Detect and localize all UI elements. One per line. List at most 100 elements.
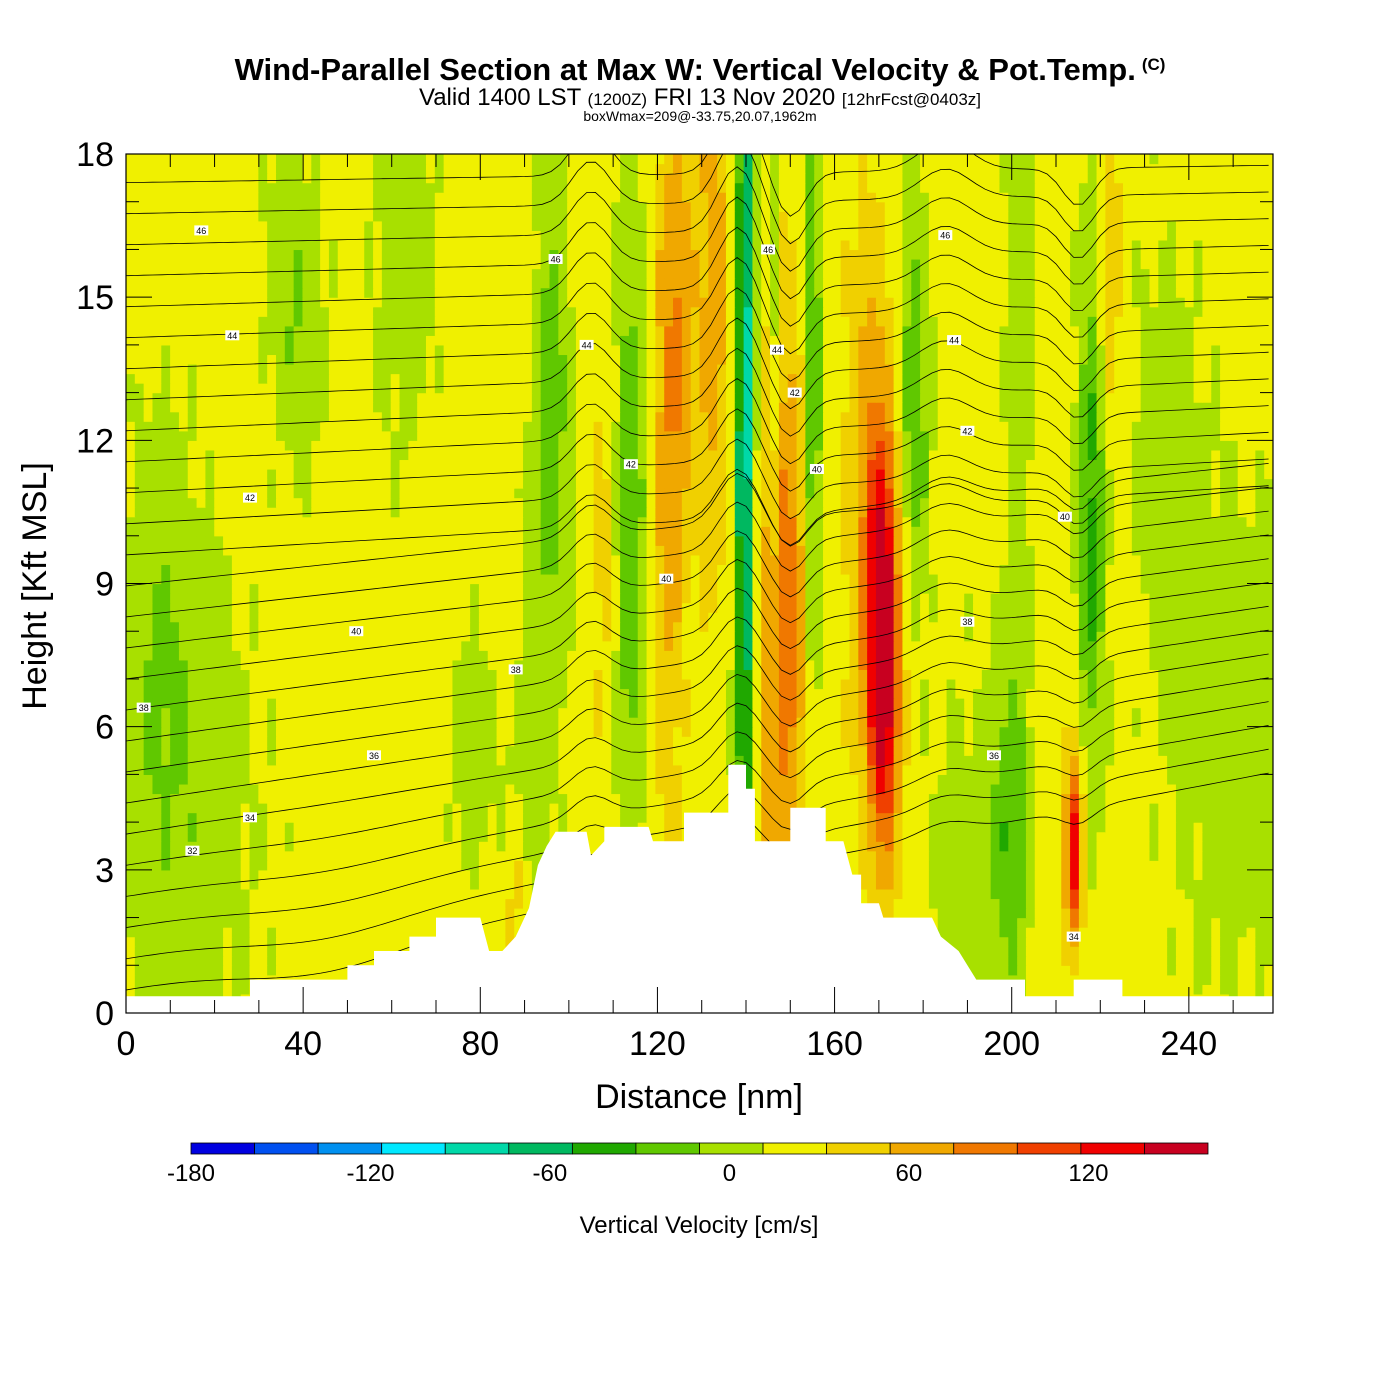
velocity-cell [575, 678, 586, 690]
velocity-cell [496, 698, 506, 709]
velocity-cell [1123, 736, 1133, 747]
velocity-cell [946, 908, 956, 919]
velocity-cell [1175, 793, 1186, 804]
velocity-cell [399, 659, 409, 670]
velocity-cell [875, 717, 886, 728]
velocity-cell [505, 812, 515, 823]
velocity-cell [187, 698, 198, 709]
velocity-cell [1246, 831, 1256, 842]
velocity-cell [258, 764, 268, 775]
velocity-cell [1228, 831, 1239, 842]
velocity-cell [399, 850, 409, 861]
velocity-cell [452, 678, 462, 690]
velocity-cell [699, 803, 709, 814]
velocity-cell [1078, 965, 1089, 976]
velocity-cell [805, 755, 815, 766]
velocity-cell [231, 736, 242, 747]
velocity-cell [955, 831, 965, 842]
velocity-cell [337, 946, 348, 957]
velocity-cell [126, 726, 136, 737]
velocity-cell [1175, 669, 1186, 680]
velocity-cell [275, 841, 286, 852]
velocity-cell [928, 707, 939, 718]
velocity-cell [558, 783, 568, 795]
velocity-cell [214, 745, 224, 756]
velocity-cell [602, 678, 612, 690]
velocity-cell [1220, 898, 1230, 909]
velocity-cell [1070, 755, 1080, 766]
velocity-cell [152, 898, 162, 909]
velocity-cell [205, 669, 215, 680]
velocity-cell [187, 803, 198, 814]
velocity-cell [443, 669, 454, 680]
velocity-cell [1220, 965, 1230, 976]
velocity-cell [381, 707, 392, 718]
velocity-cell [1123, 669, 1133, 680]
velocity-cell [1008, 659, 1018, 670]
velocity-cell [823, 698, 833, 709]
velocity-cell [955, 841, 965, 852]
velocity-cell [275, 688, 286, 699]
velocity-cell [328, 707, 339, 718]
velocity-cell [1211, 745, 1221, 756]
velocity-cell [655, 678, 665, 690]
velocity-cell [1167, 822, 1177, 833]
velocity-cell [1193, 650, 1204, 661]
velocity-cell [946, 726, 956, 737]
velocity-cell [487, 640, 498, 651]
velocity-cell [823, 717, 833, 728]
velocity-cell [1123, 774, 1133, 785]
velocity-cell [699, 783, 709, 795]
velocity-cell [249, 755, 259, 766]
velocity-cell [143, 831, 154, 842]
velocity-cell [575, 783, 586, 795]
velocity-cell [346, 946, 356, 957]
velocity-cell [258, 927, 268, 938]
velocity-cell [1105, 860, 1115, 871]
velocity-cell [849, 831, 859, 842]
velocity-cell [1052, 793, 1062, 804]
velocity-cell [514, 879, 524, 890]
velocity-cell [284, 965, 295, 976]
velocity-cell [1096, 745, 1106, 756]
velocity-cell [461, 869, 471, 880]
velocity-cell [1105, 764, 1115, 775]
velocity-cell [470, 736, 480, 747]
velocity-cell [1114, 860, 1124, 871]
velocity-cell [717, 717, 727, 728]
velocity-cell [743, 650, 754, 661]
velocity-cell [1043, 736, 1054, 747]
velocity-cell [743, 726, 754, 737]
velocity-cell [664, 726, 674, 737]
velocity-cell [620, 726, 630, 737]
velocity-cell [1070, 745, 1080, 756]
velocity-cell [470, 860, 480, 871]
velocity-cell [831, 726, 842, 737]
velocity-cell [425, 888, 436, 900]
velocity-cell [1123, 831, 1133, 842]
velocity-cell [646, 726, 656, 737]
velocity-cell [1105, 745, 1115, 756]
velocity-cell [1167, 955, 1177, 966]
velocity-cell [275, 879, 286, 890]
velocity-cell [761, 698, 771, 709]
velocity-cell [231, 908, 242, 919]
velocity-cell [999, 917, 1009, 928]
velocity-cell [1193, 841, 1204, 852]
velocity-cell [937, 888, 948, 900]
velocity-cell [381, 936, 392, 947]
velocity-cell [840, 669, 851, 680]
velocity-cell [284, 688, 295, 699]
velocity-cell [1175, 745, 1186, 756]
velocity-cell [240, 736, 251, 747]
velocity-cell [1008, 831, 1018, 842]
velocity-cell [320, 717, 330, 728]
velocity-cell [1114, 812, 1124, 823]
velocity-cell [320, 783, 330, 795]
velocity-cell [443, 726, 454, 737]
velocity-cell [584, 678, 595, 690]
velocity-cell [796, 745, 806, 756]
velocity-cell [275, 707, 286, 718]
velocity-cell [725, 707, 736, 718]
velocity-cell [487, 908, 498, 919]
